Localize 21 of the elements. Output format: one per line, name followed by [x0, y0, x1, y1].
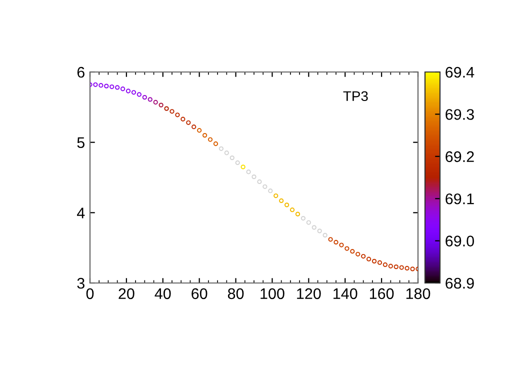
- y-tick-label: 4: [76, 208, 85, 218]
- x-tick-label: 60: [192, 288, 208, 300]
- x-tick-label: 80: [228, 288, 244, 300]
- x-tick-label: 100: [260, 288, 284, 300]
- y-tick-label: 6: [77, 66, 84, 78]
- color-bar-label: 69.3: [446, 109, 474, 120]
- y-tick-label: 5: [77, 137, 84, 148]
- color-bar-label: 68.9: [446, 278, 474, 289]
- x-tick-label: 120: [297, 288, 321, 300]
- color-bar-label: 69.4: [446, 66, 474, 78]
- x-tick-label: 40: [154, 288, 171, 300]
- color-bar-label: 69.0: [446, 236, 474, 246]
- x-tick-label: 180: [406, 288, 430, 300]
- x-tick-label: 0: [86, 288, 94, 300]
- x-tick-label: 160: [370, 288, 394, 300]
- y-tick-label: 3: [77, 278, 84, 289]
- color-bar-label: 69.2: [446, 151, 474, 162]
- annotation: TP3: [343, 91, 368, 102]
- x-tick-label: 140: [334, 288, 358, 300]
- color-bar-label: 69.1: [446, 193, 474, 204]
- x-tick-label: 20: [118, 288, 134, 300]
